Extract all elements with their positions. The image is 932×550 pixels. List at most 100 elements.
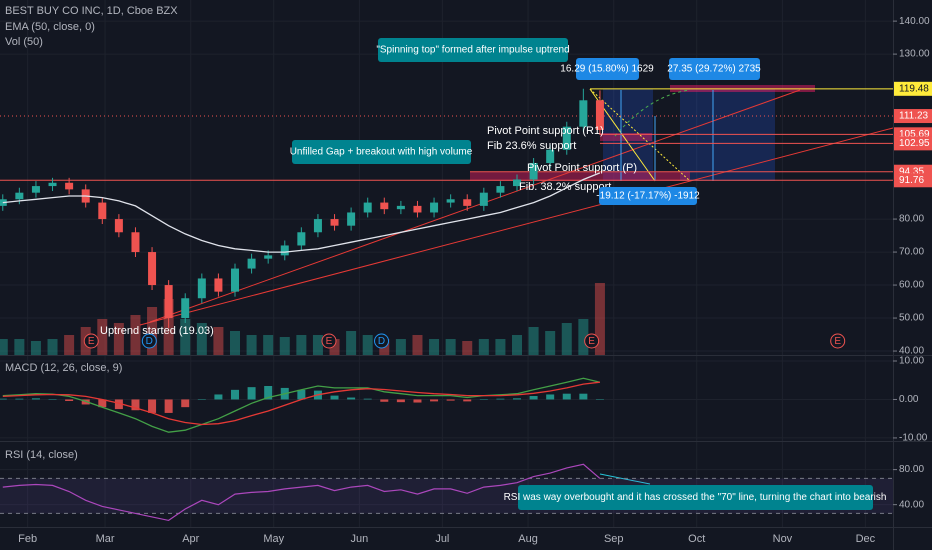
annotation-box [576, 58, 639, 80]
y-tick-label: -10.00 [899, 433, 928, 444]
histogram-bar [114, 399, 123, 410]
histogram-bar [148, 399, 157, 413]
macd-line [2, 381, 600, 426]
histogram-bar [413, 399, 422, 403]
histogram-bar [181, 399, 190, 408]
trend-line [149, 89, 801, 323]
y-tick-label: 80.00 [899, 464, 924, 475]
annotation: Fib. 38.2% support [519, 181, 611, 193]
volume-bar [64, 335, 75, 355]
histogram-bar [264, 386, 273, 400]
histogram-bar [446, 399, 455, 401]
candle-body [430, 202, 439, 213]
volume-bar [528, 327, 539, 355]
x-tick-label: Dec [856, 533, 876, 545]
candle-body [330, 219, 339, 226]
x-tick-label: Sep [604, 533, 624, 545]
price-label: 91.76 [899, 175, 924, 186]
candle-body [396, 205, 405, 210]
candle-body [529, 162, 538, 180]
candle-body [446, 199, 455, 203]
price-label: 111.23 [899, 111, 929, 122]
price-label: 119.48 [899, 83, 929, 94]
histogram-bar [98, 399, 107, 408]
candle-body [562, 126, 571, 150]
ema-line [2, 172, 601, 253]
volume-bar [395, 339, 406, 355]
event-marker [141, 333, 157, 349]
histogram-bar [197, 399, 206, 400]
volume-bar [97, 319, 108, 355]
annotation: Pivot Point support (P) [527, 162, 637, 174]
volume-bar [329, 339, 340, 355]
candle-body [31, 186, 40, 193]
histogram-bar [562, 393, 571, 400]
candle-body [297, 232, 306, 246]
histogram-bar [529, 396, 538, 400]
volume-bar [312, 335, 323, 355]
volume-bar [113, 323, 124, 355]
histogram-bar [164, 399, 173, 413]
event-label: E [88, 336, 95, 347]
histogram-bar [595, 399, 604, 400]
histogram-bar [496, 398, 505, 400]
candle-body [131, 232, 140, 253]
x-tick-label: Feb [18, 533, 37, 545]
gap-zone [470, 172, 690, 181]
volume-bar [263, 335, 274, 355]
volume-bar [279, 337, 290, 355]
volume-bar [230, 331, 240, 355]
event-label: D [146, 336, 153, 347]
histogram-bar [65, 399, 74, 401]
histogram-bar [214, 394, 223, 400]
y-tick-label: 130.00 [899, 49, 930, 60]
candle-body [380, 202, 389, 210]
candle-body [579, 100, 588, 127]
price-label-box [894, 173, 932, 188]
candle-body [181, 298, 190, 319]
event-label: D [378, 336, 385, 347]
candle-body [247, 258, 256, 269]
volume-bar [180, 319, 191, 355]
candle-body [48, 182, 57, 187]
annotation: Pivot Point support (R1) [487, 125, 604, 137]
indicator-label: RSI (14, close) [5, 449, 78, 461]
y-tick-label: 0.00 [899, 394, 919, 405]
price-label-box [894, 109, 932, 124]
candle-body [595, 100, 604, 130]
event-marker [830, 333, 846, 349]
event-marker [584, 333, 600, 349]
histogram-bar [546, 394, 555, 400]
volume-bar [196, 323, 207, 355]
candle-body [479, 192, 488, 206]
trend-line [139, 127, 894, 326]
histogram-bar [31, 398, 40, 400]
annotation: -19.12 (-17.17%) -1912 [596, 191, 700, 202]
annotation-box [669, 58, 760, 80]
histogram-bar [363, 398, 372, 400]
volume-bar [246, 335, 257, 355]
y-tick-label: 50.00 [899, 313, 924, 324]
indicator-label: EMA (50, close, 0) [5, 21, 95, 33]
x-tick-label: May [263, 533, 284, 545]
annotation: 27.35 (29.72%) 2735 [667, 64, 761, 75]
histogram-bar [347, 397, 356, 400]
candle-body [15, 192, 24, 200]
volume-bar [561, 323, 572, 355]
volume-bar [412, 335, 423, 355]
fib-line [589, 88, 691, 182]
y-tick-label: 40.00 [899, 499, 924, 510]
volume-bar [346, 331, 357, 355]
histogram-bar [396, 399, 405, 403]
annotation-box [518, 485, 873, 510]
volume-bar [545, 331, 556, 355]
volume-bar [462, 341, 473, 355]
histogram-bar [0, 398, 7, 400]
event-label: E [834, 336, 841, 347]
y-tick-label: 40.00 [899, 346, 924, 357]
volume-bar [296, 335, 307, 355]
annotation-box [378, 38, 568, 62]
support-zone [600, 133, 652, 141]
